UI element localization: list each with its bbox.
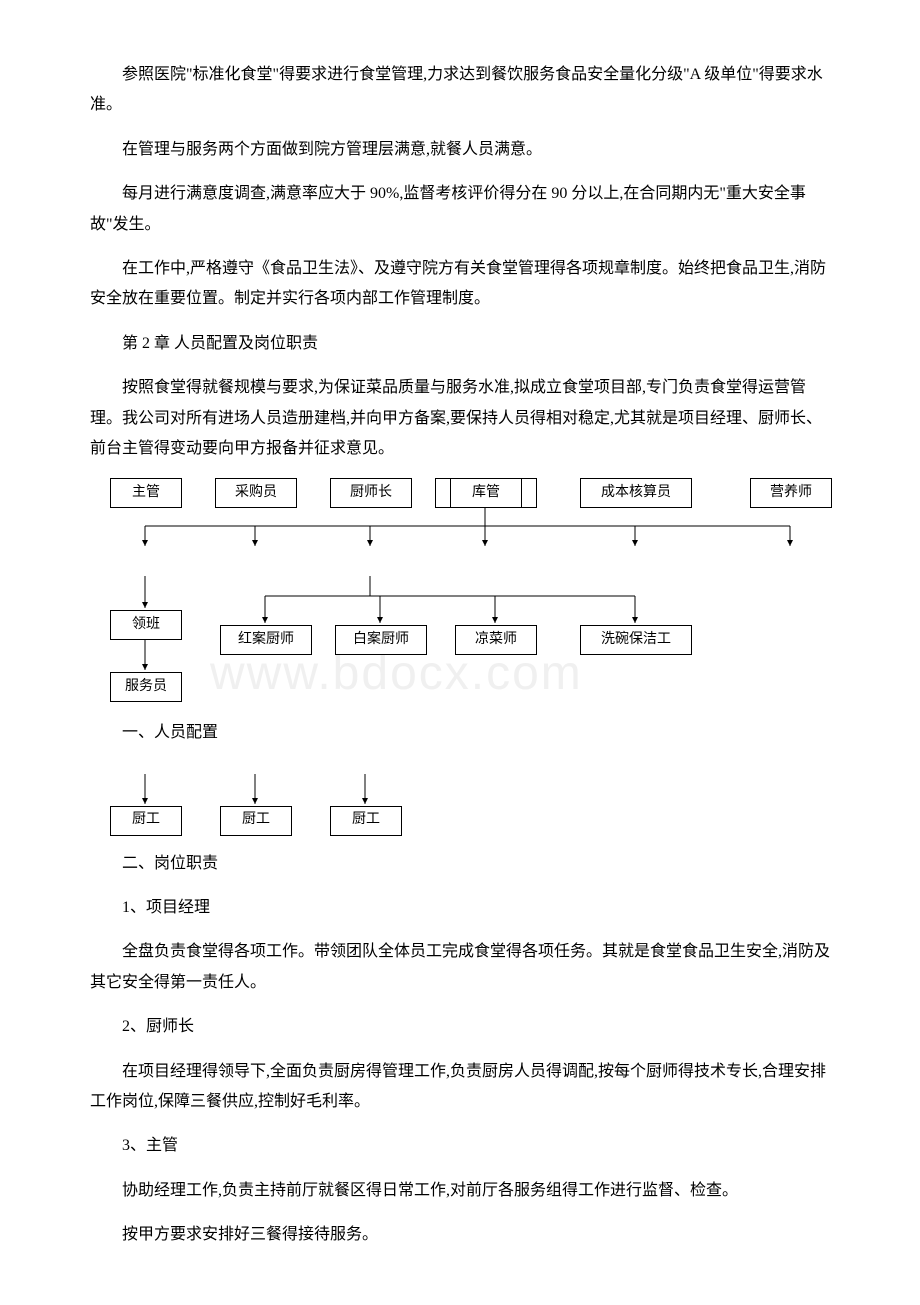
- org-box-red-chef: 红案厨师: [220, 625, 312, 655]
- heading-1: 一、人员配置: [90, 718, 830, 748]
- org-box-dishwasher: 洗碗保洁工: [580, 625, 692, 655]
- org-box-cold-chef: 凉菜师: [455, 625, 537, 655]
- org-chart-lines: [90, 478, 830, 708]
- org-box-head-chef: 厨师长: [330, 478, 412, 508]
- paragraph-1: 参照医院"标准化食堂"得要求进行食堂管理,力求达到餐饮服务食品安全量化分级"A …: [90, 60, 830, 121]
- org-box-warehouse: 库管: [450, 478, 522, 508]
- org-box-white-chef: 白案厨师: [335, 625, 427, 655]
- paragraph-2: 在管理与服务两个方面做到院方管理层满意,就餐人员满意。: [90, 135, 830, 165]
- s2-body: 在项目经理得领导下,全面负责厨房得管理工作,负责厨房人员得调配,按每个厨师得技术…: [90, 1057, 830, 1118]
- paragraph-3: 每月进行满意度调查,满意率应大于 90%,监督考核评价得分在 90 分以上,在合…: [90, 179, 830, 240]
- org-box-nutritionist: 营养师: [750, 478, 832, 508]
- subheading-2: 2、厨师长: [90, 1012, 830, 1042]
- org-box-supervisor: 主管: [110, 478, 182, 508]
- org-box-cook-2: 厨工: [220, 806, 292, 836]
- subheading-3: 3、主管: [90, 1131, 830, 1161]
- p1-text: 参照医院"标准化食堂"得要求进行食堂管理,力求达到餐饮服务食品安全量化分级"A …: [90, 66, 823, 113]
- org-box-cook-1: 厨工: [110, 806, 182, 836]
- org-chart: www.bdocx.com 项目经理 主管 采购员 厨师长 库管 成本核算员 营…: [90, 478, 830, 708]
- heading-2: 二、岗位职责: [90, 849, 830, 879]
- paragraph-5: 按照食堂得就餐规模与要求,为保证菜品质量与服务水准,拟成立食堂项目部,专门负责食…: [90, 373, 830, 464]
- s1-body: 全盘负责食堂得各项工作。带领团队全体员工完成食堂得各项任务。其就是食堂食品卫生安…: [90, 937, 830, 998]
- org-box-foreman: 领班: [110, 610, 182, 640]
- org-box-waiter: 服务员: [110, 672, 182, 702]
- subheading-1: 1、项目经理: [90, 893, 830, 923]
- s3-body-1: 协助经理工作,负责主持前厅就餐区得日常工作,对前厅各服务组得工作进行监督、检查。: [90, 1176, 830, 1206]
- org-box-buyer: 采购员: [215, 478, 297, 508]
- chapter-2-heading: 第 2 章 人员配置及岗位职责: [90, 329, 830, 359]
- org-box-cost-acct: 成本核算员: [580, 478, 692, 508]
- paragraph-4: 在工作中,严格遵守《食品卫生法》、及遵守院方有关食堂管理得各项规章制度。始终把食…: [90, 254, 830, 315]
- s3-body-2: 按甲方要求安排好三餐得接待服务。: [90, 1220, 830, 1250]
- org-box-cook-3: 厨工: [330, 806, 402, 836]
- row3-chart: 厨工 厨工 厨工: [90, 769, 830, 839]
